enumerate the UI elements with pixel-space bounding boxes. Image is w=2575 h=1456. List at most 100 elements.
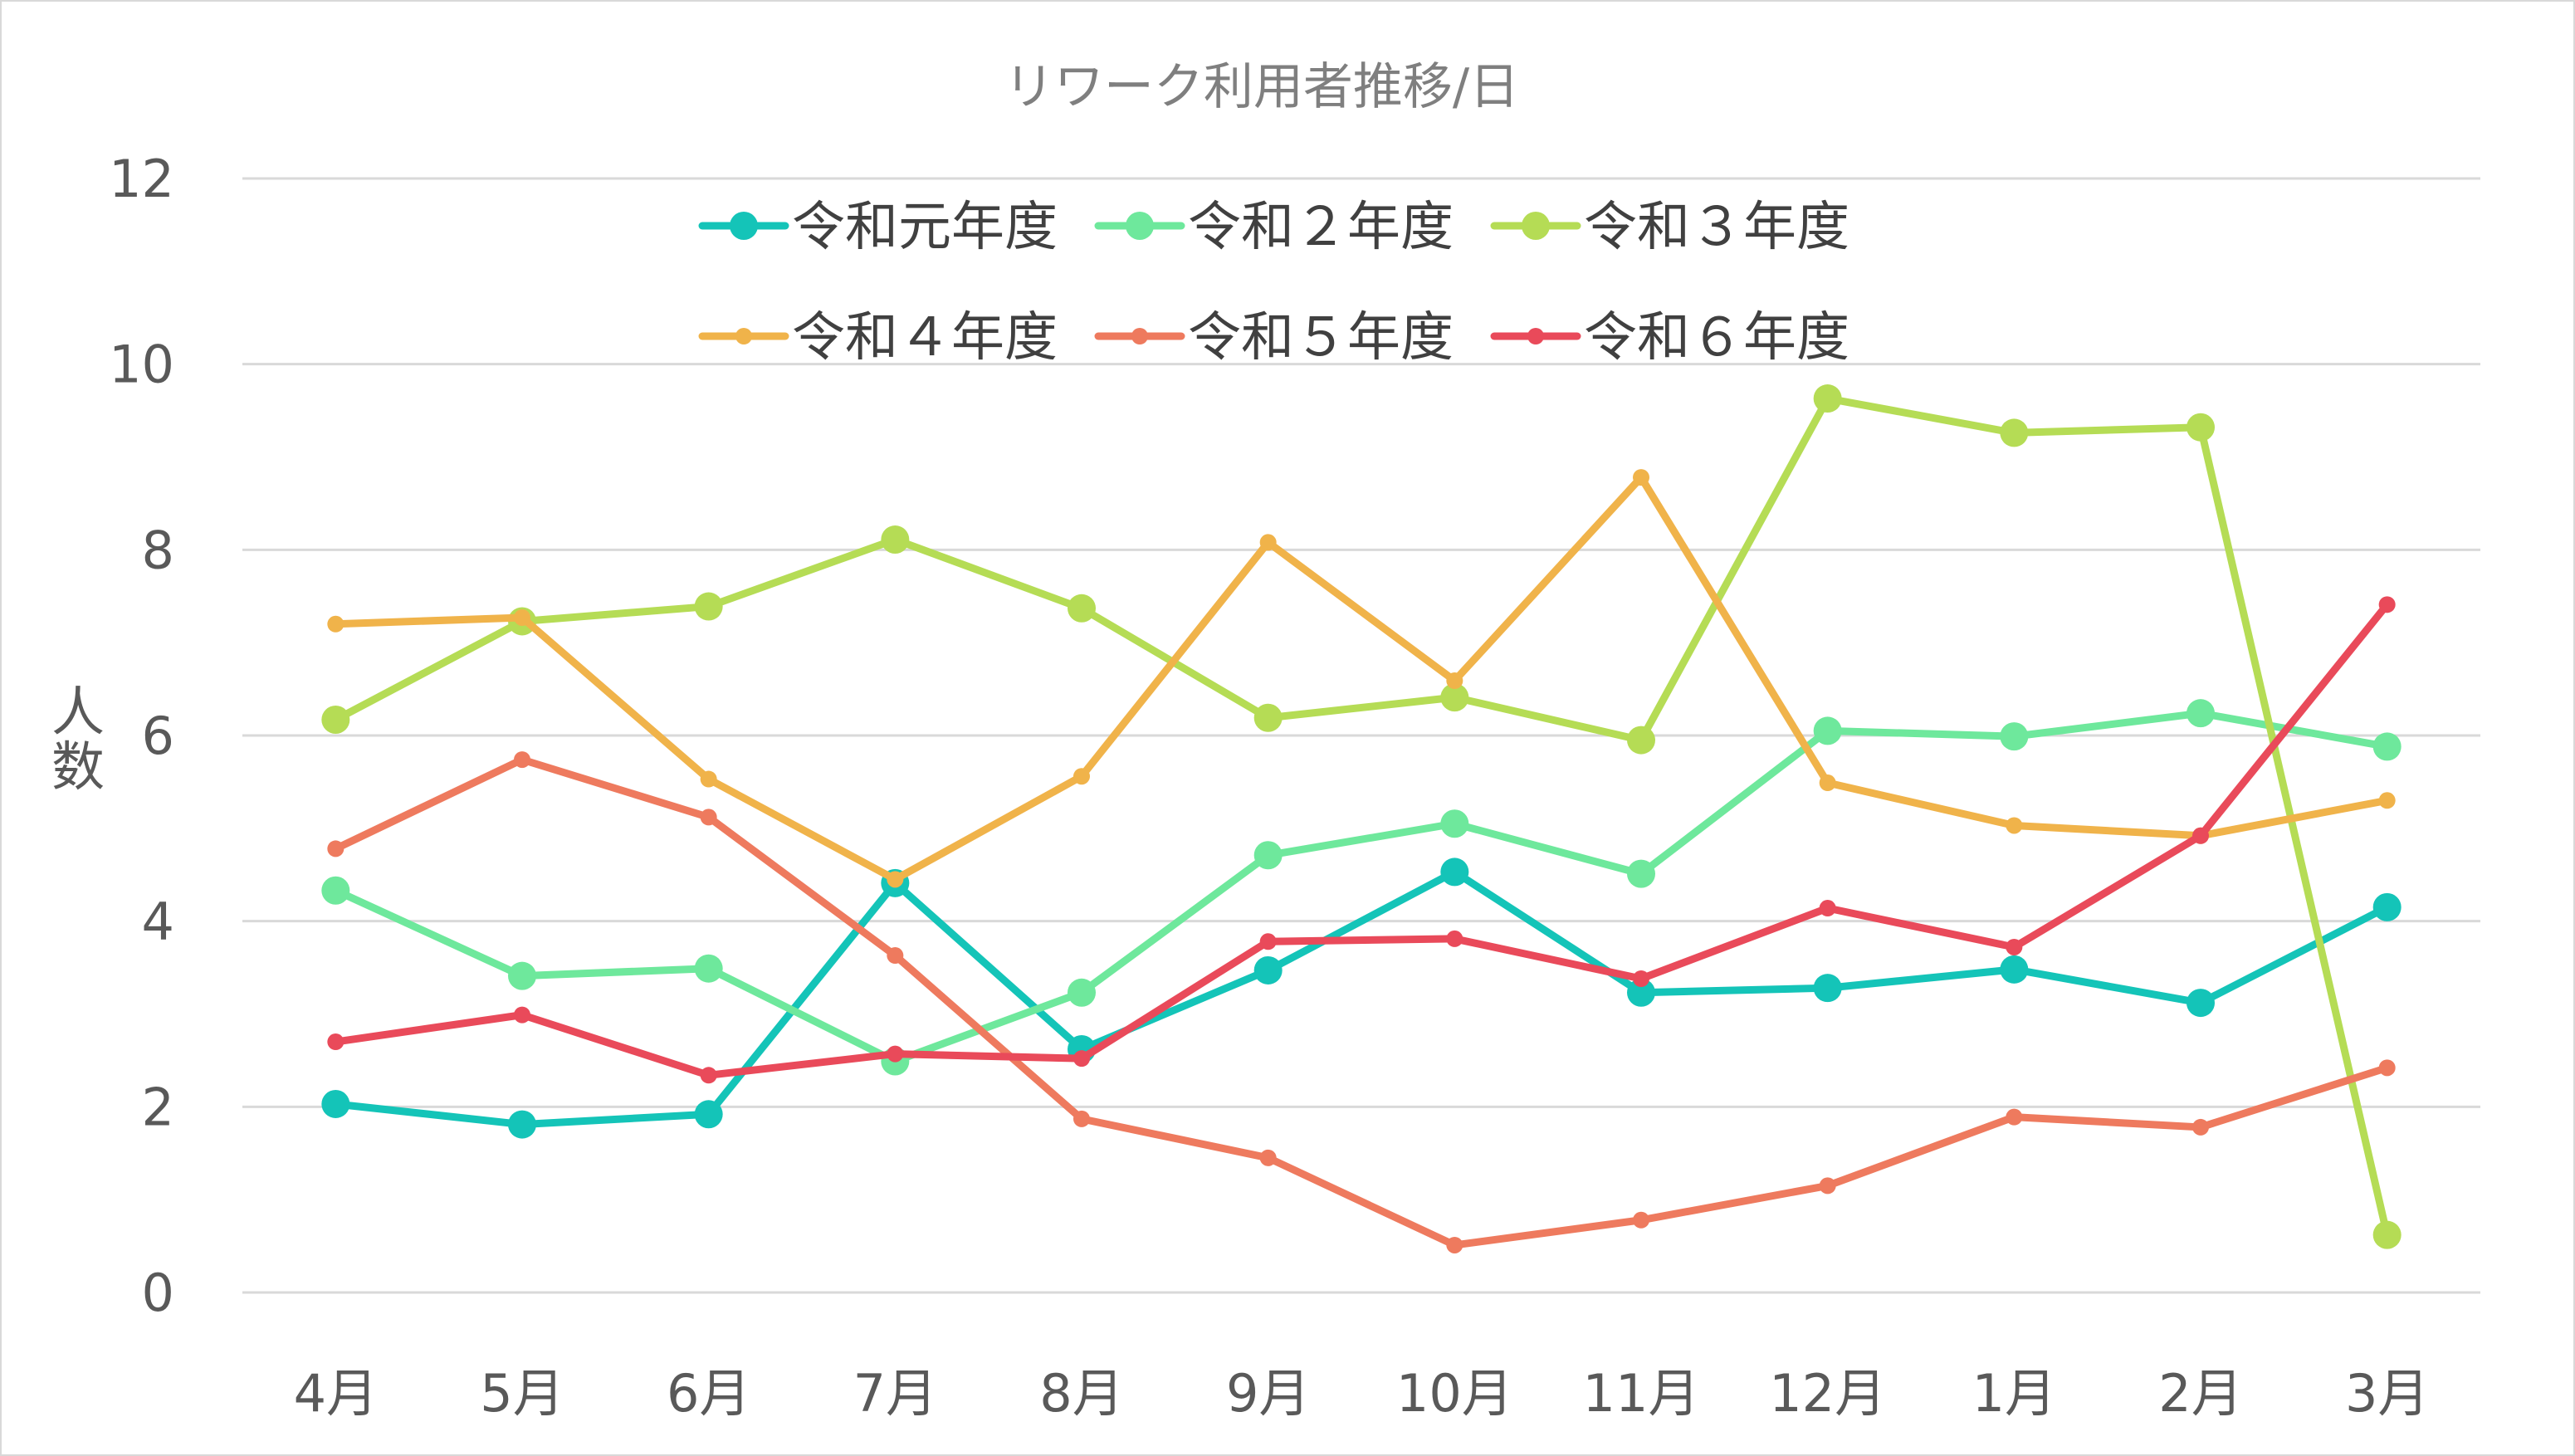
- legend-swatch-marker: [1131, 328, 1148, 344]
- series-4: [327, 469, 2396, 888]
- data-point: [1627, 859, 1655, 888]
- legend-item: 令和５年度: [1094, 307, 1454, 369]
- legend-swatch-marker: [1527, 328, 1544, 344]
- legend-item: 令和６年度: [1490, 307, 1849, 369]
- data-point: [1068, 978, 1096, 1007]
- legend-label: 令和３年度: [1584, 197, 1849, 258]
- y-tick-label: 10: [109, 335, 174, 395]
- data-point: [2378, 596, 2396, 613]
- data-point: [694, 592, 723, 621]
- data-point: [1813, 384, 1842, 413]
- series-line: [331, 473, 2392, 883]
- data-point: [2006, 817, 2023, 834]
- y-tick-label: 6: [142, 706, 174, 766]
- data-point: [1073, 1050, 1090, 1068]
- y-tick-label: 4: [142, 892, 174, 952]
- data-point: [694, 954, 723, 983]
- data-point: [1633, 1211, 1649, 1229]
- data-point: [514, 751, 530, 769]
- series-5: [327, 751, 2396, 1253]
- legend-swatch-marker: [730, 212, 758, 240]
- data-point: [1819, 774, 1836, 792]
- data-point: [327, 840, 344, 857]
- legend-label: 令和５年度: [1188, 307, 1454, 369]
- data-point: [1073, 768, 1090, 785]
- data-point: [2192, 1118, 2209, 1136]
- x-tick-label: 1月: [1972, 1363, 2056, 1424]
- series-6: [327, 596, 2396, 1084]
- series-line: [331, 867, 2392, 1129]
- data-point: [321, 876, 350, 905]
- data-point: [1253, 703, 1283, 732]
- x-tick-label: 4月: [294, 1363, 378, 1424]
- series-line: [331, 394, 2392, 1239]
- data-point: [327, 1033, 344, 1051]
- data-point: [1813, 974, 1842, 1003]
- data-point: [2378, 792, 2396, 809]
- data-point: [2372, 1220, 2402, 1249]
- data-point: [514, 1006, 530, 1024]
- data-point: [1253, 841, 1283, 870]
- x-tick-label: 11月: [1583, 1363, 1700, 1424]
- data-point: [1259, 933, 1277, 950]
- legend-item: 令和２年度: [1094, 197, 1454, 258]
- y-axis-ticks: 0 2 4 6 8 10 12: [109, 149, 174, 1323]
- x-axis-ticks: 4月 5月 6月 7月 8月 9月 10月 11月 12月 1月 2月 3月: [294, 1363, 2430, 1424]
- x-tick-label: 9月: [1226, 1363, 1310, 1424]
- data-point: [2372, 732, 2402, 761]
- legend-label: 令和元年度: [792, 197, 1058, 258]
- legend-item: 令和元年度: [698, 197, 1058, 258]
- data-point: [2000, 722, 2029, 751]
- data-point: [1446, 1236, 1463, 1253]
- data-point: [2006, 938, 2023, 955]
- x-tick-label: 6月: [667, 1363, 750, 1424]
- data-point: [2378, 1059, 2396, 1077]
- legend-swatch-marker: [1126, 212, 1154, 240]
- data-point: [2187, 699, 2215, 728]
- series-3: [321, 384, 2402, 1249]
- data-point: [700, 809, 717, 826]
- chart-title: リワーク利用者推移/日: [1004, 58, 1519, 116]
- data-point: [1819, 900, 1836, 917]
- legend-swatch-marker: [1522, 212, 1550, 240]
- data-point: [887, 1045, 904, 1063]
- data-point: [2192, 827, 2209, 844]
- data-point: [514, 608, 530, 626]
- data-point: [700, 770, 717, 788]
- data-point: [694, 1100, 723, 1129]
- legend-label: 令和４年度: [792, 307, 1058, 369]
- gridlines: [242, 177, 2480, 1294]
- legend-swatch-marker: [735, 328, 752, 344]
- data-point: [881, 525, 910, 555]
- data-point: [2187, 413, 2215, 442]
- y-tick-label: 0: [142, 1263, 174, 1323]
- x-tick-label: 5月: [480, 1363, 564, 1424]
- x-tick-label: 12月: [1769, 1363, 1886, 1424]
- data-point: [1627, 726, 1655, 755]
- data-point: [700, 1067, 717, 1084]
- data-point: [2187, 989, 2215, 1018]
- legend-label: 令和６年度: [1584, 307, 1849, 369]
- series-2: [321, 699, 2402, 1076]
- y-tick-label: 12: [109, 149, 174, 209]
- y-tick-label: 8: [142, 520, 174, 580]
- data-point: [2006, 1108, 2023, 1126]
- series-line: [331, 755, 2392, 1249]
- data-point: [1440, 809, 1469, 838]
- data-point: [1259, 1149, 1277, 1166]
- legend-item: 令和３年度: [1490, 197, 1849, 258]
- data-point: [1633, 970, 1649, 988]
- data-point: [1633, 469, 1649, 486]
- y-axis-label: 人数: [51, 682, 105, 799]
- data-point: [1073, 1110, 1090, 1127]
- legend-item: 令和４年度: [698, 307, 1058, 369]
- x-tick-label: 2月: [2158, 1363, 2242, 1424]
- data-point: [1446, 672, 1463, 690]
- legend-label: 令和２年度: [1188, 197, 1454, 258]
- data-point: [887, 947, 904, 965]
- data-point: [887, 871, 904, 888]
- x-tick-label: 8月: [1039, 1363, 1123, 1424]
